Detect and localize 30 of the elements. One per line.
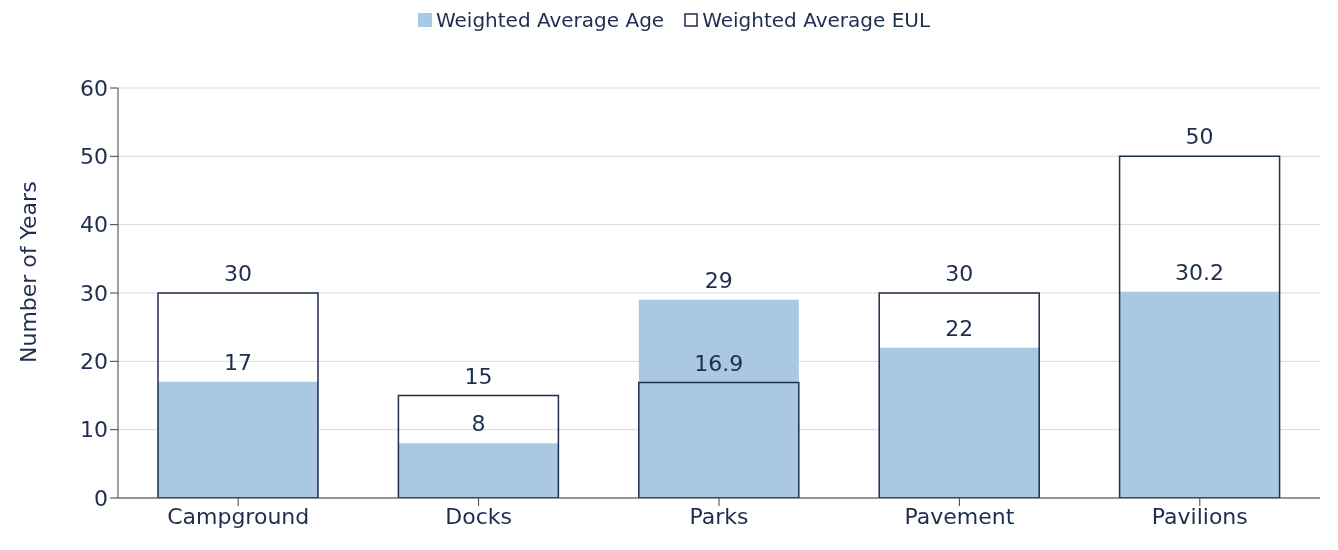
y-tick-label: 20 bbox=[80, 349, 108, 375]
y-tick-label: 10 bbox=[80, 417, 108, 443]
data-label: 50 bbox=[1185, 124, 1214, 150]
data-label: 30.2 bbox=[1175, 259, 1225, 285]
x-tick-label: Pavement bbox=[904, 503, 1015, 529]
y-tick-label: 40 bbox=[80, 212, 108, 238]
x-tick-label: Parks bbox=[689, 503, 749, 529]
y-axis-title: Number of Years bbox=[15, 181, 41, 363]
bar bbox=[158, 381, 318, 498]
y-tick-label: 0 bbox=[94, 485, 108, 511]
y-tick-label: 50 bbox=[80, 144, 108, 170]
bar bbox=[638, 299, 799, 498]
y-tick-label: 30 bbox=[80, 280, 108, 306]
legend-label: Weighted Average EUL bbox=[702, 8, 931, 32]
bar bbox=[398, 443, 559, 498]
data-label: 16.9 bbox=[694, 350, 744, 376]
legend-label: Weighted Average Age bbox=[435, 8, 665, 32]
data-label: 30 bbox=[224, 261, 252, 286]
x-tick-label: Campground bbox=[167, 503, 310, 529]
bar bbox=[1119, 291, 1280, 498]
x-tick-label: Docks bbox=[445, 503, 512, 529]
data-label: 29 bbox=[704, 267, 733, 293]
data-label: 30 bbox=[945, 261, 974, 286]
y-tick-label: 60 bbox=[80, 75, 108, 101]
bar bbox=[879, 347, 1040, 498]
x-tick-label: Pavilions bbox=[1151, 503, 1248, 529]
data-label: 15 bbox=[464, 363, 493, 389]
data-label: 17 bbox=[224, 349, 252, 375]
data-label: 8 bbox=[471, 411, 486, 437]
data-label: 22 bbox=[945, 315, 974, 341]
